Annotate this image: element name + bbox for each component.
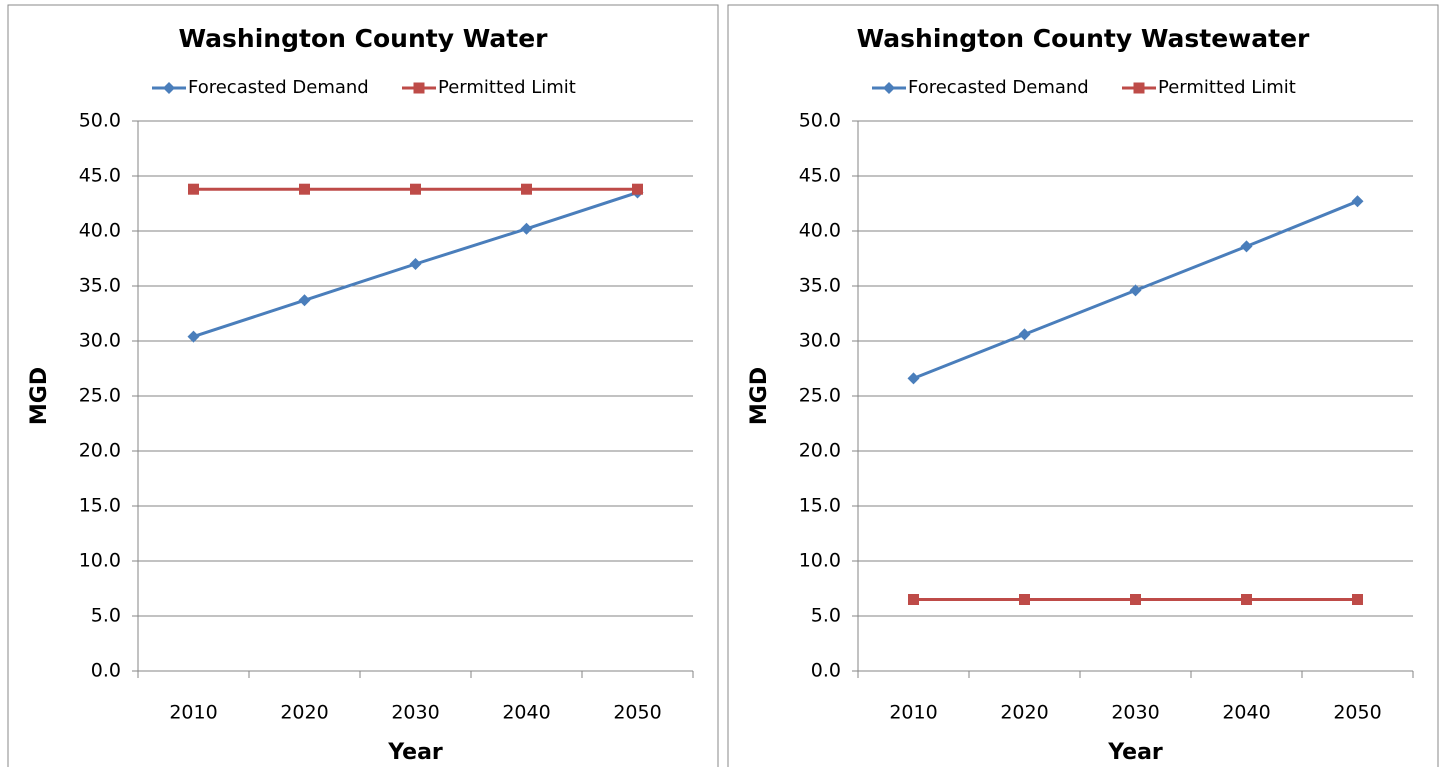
x-tick-label: 2040 <box>502 702 550 724</box>
panel-border <box>727 4 1439 767</box>
x-axis-label: Year <box>1107 740 1163 765</box>
y-tick-label: 35.0 <box>799 275 841 297</box>
x-tick-label: 2050 <box>1333 702 1381 724</box>
data-point <box>410 183 421 195</box>
legend-label: Forecasted Demand <box>908 77 1089 98</box>
chart-title: Washington County Wastewater <box>857 24 1310 53</box>
data-point <box>521 183 532 195</box>
y-tick-label: 35.0 <box>79 275 121 297</box>
legend-label: Forecasted Demand <box>188 77 369 98</box>
x-tick-label: 2010 <box>889 702 937 724</box>
y-tick-label: 40.0 <box>799 220 841 242</box>
legend-label: Permitted Limit <box>1158 77 1296 98</box>
y-axis-label: MGD <box>747 367 772 425</box>
x-tick-label: 2040 <box>1222 702 1270 724</box>
data-point <box>907 372 920 385</box>
y-tick-label: 50.0 <box>799 110 841 132</box>
y-tick-label: 50.0 <box>79 110 121 132</box>
x-tick-label: 2030 <box>391 702 439 724</box>
y-tick-label: 30.0 <box>799 330 841 352</box>
y-tick-label: 45.0 <box>79 165 121 187</box>
legend-label: Permitted Limit <box>438 77 576 98</box>
data-point <box>908 594 919 605</box>
data-point <box>1129 284 1142 297</box>
x-axis-label: Year <box>387 740 443 765</box>
x-tick-label: 2020 <box>1000 702 1048 724</box>
y-tick-label: 40.0 <box>79 220 121 242</box>
data-point <box>1018 328 1031 341</box>
y-tick-label: 25.0 <box>79 385 121 407</box>
data-point <box>520 222 533 235</box>
y-tick-label: 0.0 <box>811 660 841 682</box>
legend-marker <box>163 82 175 94</box>
data-point <box>299 183 310 195</box>
data-point <box>632 183 643 195</box>
y-axis-label: MGD <box>27 367 52 425</box>
x-tick-label: 2020 <box>280 702 328 724</box>
data-point <box>188 183 199 195</box>
legend-marker <box>883 82 895 94</box>
legend-marker <box>413 82 425 94</box>
legend-marker <box>1133 82 1145 94</box>
y-tick-label: 10.0 <box>799 550 841 572</box>
y-tick-label: 45.0 <box>799 165 841 187</box>
x-tick-label: 2030 <box>1111 702 1159 724</box>
y-tick-label: 5.0 <box>811 605 841 627</box>
y-tick-label: 0.0 <box>91 660 121 682</box>
data-point <box>1241 594 1252 605</box>
data-point <box>187 330 200 343</box>
y-tick-label: 20.0 <box>799 440 841 462</box>
y-tick-label: 25.0 <box>799 385 841 407</box>
y-tick-label: 15.0 <box>799 495 841 517</box>
x-tick-label: 2050 <box>613 702 661 724</box>
y-tick-label: 15.0 <box>79 495 121 517</box>
y-tick-label: 10.0 <box>79 550 121 572</box>
x-tick-label: 2010 <box>169 702 217 724</box>
data-point <box>1352 594 1363 605</box>
panel-border <box>7 4 719 767</box>
y-tick-label: 5.0 <box>91 605 121 627</box>
data-point <box>1351 195 1364 208</box>
y-tick-label: 30.0 <box>79 330 121 352</box>
data-point <box>298 294 311 307</box>
y-tick-label: 20.0 <box>79 440 121 462</box>
data-point <box>1130 594 1141 605</box>
data-point <box>409 258 422 270</box>
data-point <box>1019 594 1030 605</box>
data-point <box>1240 240 1253 253</box>
chart-title: Washington County Water <box>179 24 549 53</box>
